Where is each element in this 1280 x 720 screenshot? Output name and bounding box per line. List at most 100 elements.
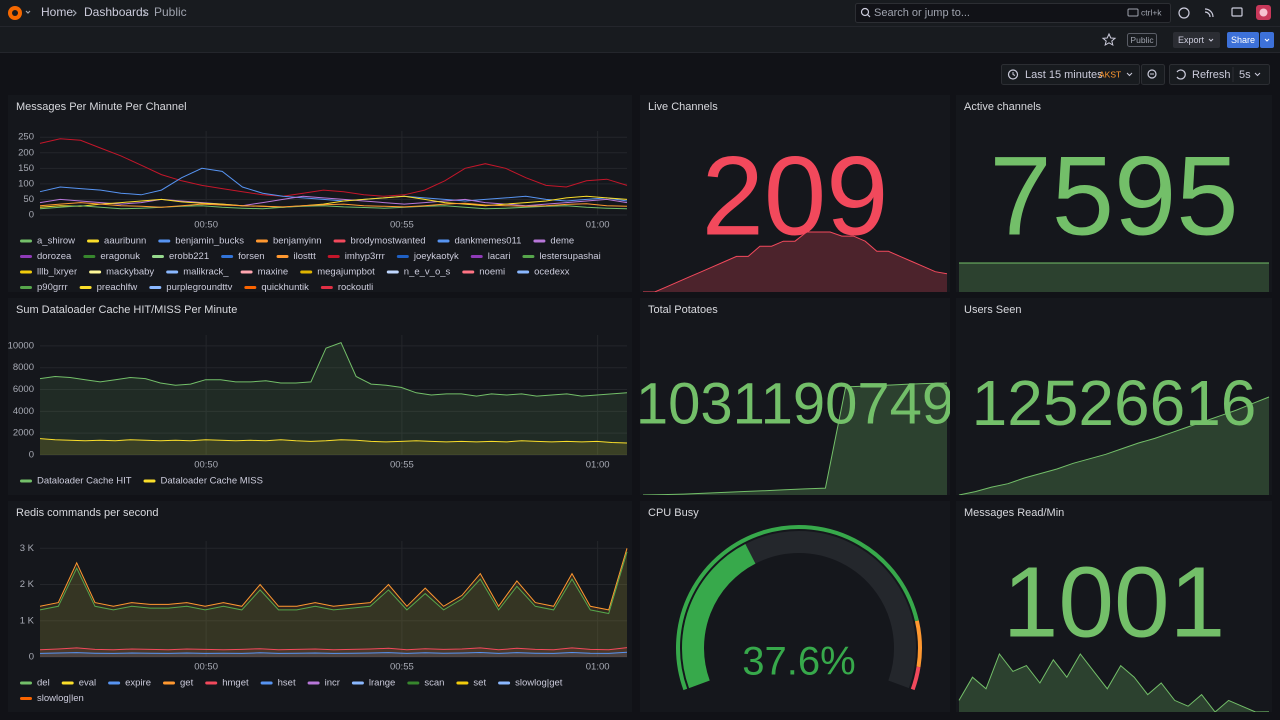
legend-label[interactable]: maxine [258,267,289,278]
legend-label[interactable]: set [473,678,486,689]
x-tick-label: 00:50 [194,662,218,673]
legend-label[interactable]: scan [424,678,444,689]
legend-swatch [61,681,74,685]
stat-value: 7595 [989,134,1238,259]
legend-label[interactable]: mackybaby [106,267,154,278]
logo-caret [25,10,31,14]
legend-label[interactable]: dankmemes011 [455,236,522,247]
gauge-threshold [676,525,919,691]
series-line [39,548,628,611]
legend-label[interactable]: malikrack_ [183,267,229,278]
export-button[interactable] [1173,32,1220,48]
legend-label[interactable]: Dataloader Cache HIT [37,476,132,487]
timezone: AKST [1099,69,1121,79]
legend-label[interactable]: Dataloader Cache MISS [161,476,263,487]
legend-label[interactable]: benjamyinn [273,236,322,247]
avatar-face [1259,8,1268,17]
logo-inner [12,10,18,16]
legend-label[interactable]: get [180,678,194,689]
legend-label[interactable]: eval [79,678,96,689]
x-tick-label: 00:55 [390,220,414,231]
x-tick-label: 00:50 [194,220,218,231]
legend-label[interactable]: ocedexx [534,267,570,278]
legend-label[interactable]: quickhuntik [261,282,309,293]
share-menu-button[interactable] [1260,32,1274,48]
breadcrumb[interactable]: Dashboards [84,5,149,19]
stat-value: 12526616 [972,367,1257,439]
export-label[interactable]: Export [1178,35,1205,45]
keyboard-icon [1127,8,1139,17]
legend-label[interactable]: preachlfw [97,282,138,293]
legend-label[interactable]: forsen [238,251,264,262]
legend-swatch [456,681,469,685]
y-tick-label: 2 K [20,579,35,590]
refresh-label[interactable]: Refresh [1192,69,1231,81]
clock-icon [1007,69,1019,80]
y-tick-label: 50 [23,194,34,205]
legend-label[interactable]: n_e_v_o_s [404,267,451,278]
legend-label[interactable]: lllb_lxryer [37,267,77,278]
y-tick-label: 0 [29,450,34,461]
legend-label[interactable]: lestersupashai [539,251,600,262]
refresh-interval[interactable]: 5s [1239,69,1251,81]
legend-label[interactable]: brodymostwanted [351,236,426,247]
legend-label[interactable]: expire [125,678,151,689]
legend-label[interactable]: hset [278,678,296,689]
legend-label[interactable]: incr [325,678,340,689]
news-icon[interactable] [1204,8,1214,18]
search-box[interactable] [855,3,1171,23]
legend-label[interactable]: slowlog|get [515,678,563,689]
legend-swatch [386,270,399,274]
legend-swatch [20,479,32,483]
refresh-picker[interactable] [1169,64,1270,85]
legend-label[interactable]: dorozea [37,251,72,262]
legend-label[interactable]: ilosttt [294,251,317,262]
star-icon[interactable] [1101,32,1117,47]
legend-label[interactable]: lacari [488,251,511,262]
legend-label[interactable]: aauribunn [104,236,146,247]
search-icon-handle [867,14,871,18]
share-button[interactable] [1227,32,1259,48]
legend-label[interactable]: deme [550,236,574,247]
kiosk-icon[interactable] [1231,7,1243,17]
logo[interactable] [8,6,31,20]
search-placeholder[interactable]: Search or jump to... [874,7,970,19]
legend-label[interactable]: p90grrr [37,282,68,293]
help-icon[interactable] [1178,7,1190,19]
series-line [39,647,628,651]
search-icon [860,7,870,17]
legend-label[interactable]: a_shirow [37,236,75,247]
legend-label[interactable]: noemi [479,267,505,278]
legend-label[interactable]: megajumpbot [317,267,375,278]
legend-label[interactable]: erobb221 [169,251,209,262]
legend-swatch [240,270,253,274]
legend-swatch [437,239,450,243]
series-line [39,551,628,615]
legend-label[interactable]: hmget [222,678,249,689]
gauge-value-label: 37.6% [742,640,855,684]
legend-label[interactable]: eragonuk [100,251,140,262]
series-line [39,167,628,202]
legend-label[interactable]: imhyp3rrr [345,251,385,262]
series-area [40,647,627,657]
legend-label[interactable]: rockoutli [338,282,373,293]
legend-label[interactable]: lrange [369,678,395,689]
legend-label[interactable]: benjamin_bucks [175,236,244,247]
share-label[interactable]: Share [1231,35,1255,45]
legend-swatch [20,270,32,274]
legend-label[interactable]: del [37,678,50,689]
stat-value: 209 [702,134,889,259]
breadcrumb[interactable]: Home [41,5,73,19]
sparkline [643,231,948,292]
legend-label[interactable]: joeykaotyk [413,251,459,262]
time-range[interactable]: Last 15 minutes [1025,69,1103,81]
y-tick-label: 6000 [13,384,34,395]
legend-label[interactable]: slowlog|len [37,693,84,704]
y-tick-label: 0 [29,210,34,221]
legend-label[interactable]: purplegroundttv [166,282,232,293]
panel: Users Seen 12526616 [956,298,1272,495]
legend-swatch [517,270,530,274]
time-picker[interactable] [1001,64,1140,85]
legend-swatch [20,255,32,258]
